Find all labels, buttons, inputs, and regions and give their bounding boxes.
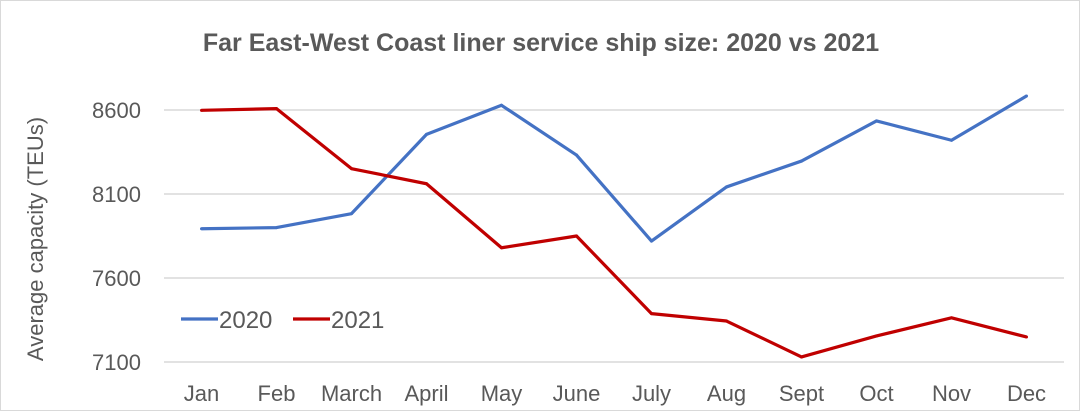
- chart-title: Far East-West Coast liner service ship s…: [203, 29, 879, 57]
- x-tick-label: March: [321, 381, 382, 406]
- data-point-2021: [1025, 335, 1028, 339]
- data-point-2020: [500, 103, 503, 107]
- data-point-2021: [200, 108, 203, 112]
- data-point-2021: [800, 355, 803, 359]
- data-point-2020: [800, 159, 803, 163]
- y-axis-label: Average capacity (TEUs): [23, 117, 48, 361]
- x-tick-label: May: [481, 381, 523, 406]
- data-point-2020: [200, 227, 203, 231]
- x-tick-label: July: [632, 381, 671, 406]
- data-point-2020: [875, 119, 878, 123]
- y-tick-label: 7600: [92, 266, 141, 291]
- y-tick-label: 8100: [92, 182, 141, 207]
- x-tick-label: Sept: [779, 381, 824, 406]
- x-tick-label: April: [404, 381, 448, 406]
- data-point-2020: [950, 138, 953, 142]
- series-line-2021: [201, 107, 1027, 359]
- y-tick-label: 7100: [92, 350, 141, 375]
- data-point-2021: [500, 246, 503, 250]
- x-tick-label: June: [553, 381, 601, 406]
- x-tick-label: Oct: [859, 381, 893, 406]
- data-point-2020: [275, 226, 278, 230]
- legend-label: 2021: [331, 307, 384, 334]
- data-point-2021: [275, 107, 278, 111]
- data-point-2020: [575, 153, 578, 157]
- data-point-2021: [650, 312, 653, 316]
- data-point-2021: [575, 234, 578, 238]
- data-point-2020: [650, 239, 653, 243]
- data-point-2021: [425, 182, 428, 186]
- data-point-2021: [950, 316, 953, 320]
- series-line-2020: [201, 94, 1028, 243]
- data-point-2021: [350, 167, 353, 171]
- data-point-2021: [875, 334, 878, 338]
- data-point-2020: [425, 132, 428, 136]
- x-tick-label: Dec: [1007, 381, 1046, 406]
- data-point-2021: [725, 319, 728, 323]
- x-tick-label: Feb: [258, 381, 296, 406]
- legend-label: 2020: [219, 307, 272, 334]
- x-tick-label: Jan: [184, 381, 219, 406]
- y-tick-label: 8600: [92, 98, 141, 123]
- data-point-2020: [725, 185, 728, 189]
- data-point-2020: [1025, 94, 1028, 98]
- x-tick-label: Aug: [707, 381, 746, 406]
- data-point-2020: [350, 212, 353, 216]
- x-tick-label: Nov: [932, 381, 971, 406]
